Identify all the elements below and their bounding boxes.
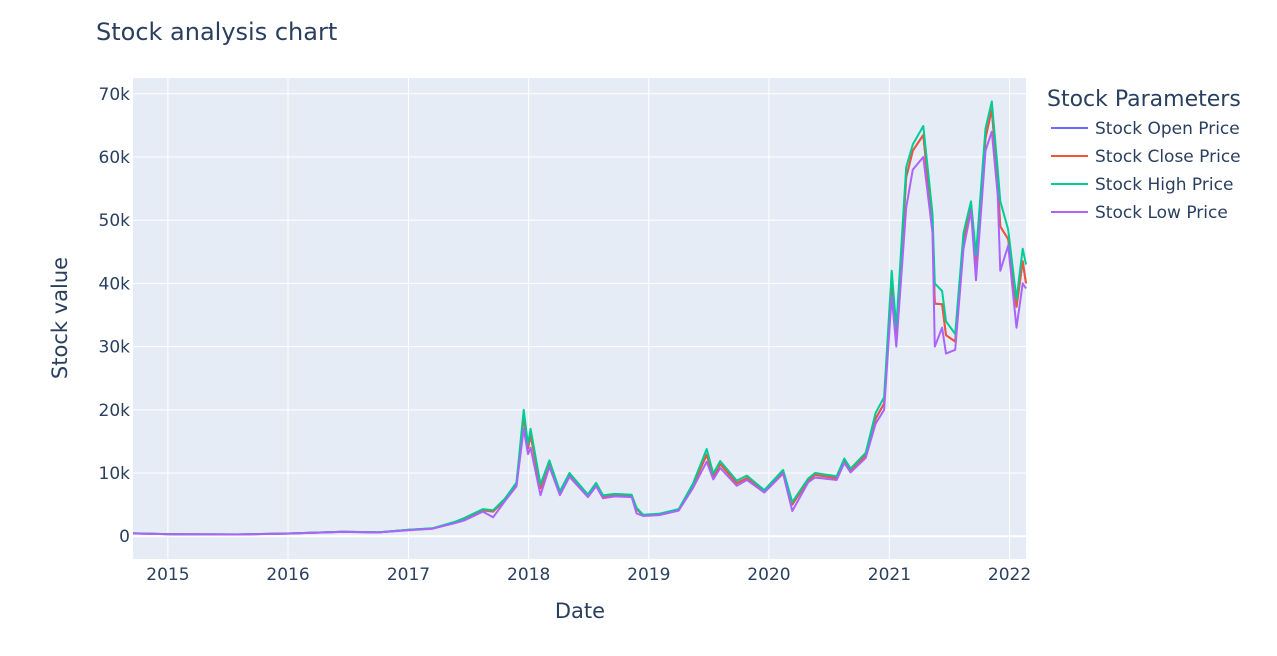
- x-axis-ticks: 2015 2016 2017 2018 2019 2020 2021 2022: [146, 565, 1031, 585]
- series-line: [132, 130, 1027, 536]
- y-tick-label: 50k: [99, 211, 131, 231]
- y-tick-label: 30k: [99, 338, 131, 358]
- x-tick-label: 2019: [627, 565, 670, 585]
- y-tick-label: 70k: [99, 85, 131, 105]
- x-tick-label: 2017: [387, 565, 430, 585]
- x-tick-label: 2016: [266, 565, 309, 585]
- y-tick-label: 60k: [99, 148, 131, 168]
- legend-title: Stock Parameters: [1047, 87, 1241, 112]
- y-tick-label: 10k: [99, 464, 131, 484]
- x-axis-title: Date: [555, 599, 605, 623]
- x-tick-label: 2021: [868, 565, 911, 585]
- x-tick-label: 2018: [507, 565, 550, 585]
- y-axis-title: Stock value: [48, 257, 72, 379]
- y-tick-label: 0: [119, 527, 130, 547]
- x-tick-label: 2020: [747, 565, 790, 585]
- legend-entry: Stock Close Price: [1095, 147, 1241, 167]
- plot-area: [133, 78, 1026, 559]
- chart-title: Stock analysis chart: [96, 18, 337, 46]
- x-tick-label: 2022: [988, 565, 1031, 585]
- y-tick-label: 20k: [99, 401, 131, 421]
- y-axis-ticks: 0 10k 20k 30k 40k 50k 60k 70k: [99, 85, 131, 547]
- series-lines: [132, 100, 1027, 536]
- legend-entry: Stock Low Price: [1095, 203, 1228, 223]
- series-line: [132, 100, 1027, 536]
- legend-entry: Stock High Price: [1095, 175, 1233, 195]
- legend: Stock Parameters Stock Open Price Stock C…: [1047, 87, 1241, 223]
- y-tick-label: 40k: [99, 274, 131, 294]
- x-tick-label: 2015: [146, 565, 189, 585]
- legend-entry: Stock Open Price: [1095, 119, 1240, 139]
